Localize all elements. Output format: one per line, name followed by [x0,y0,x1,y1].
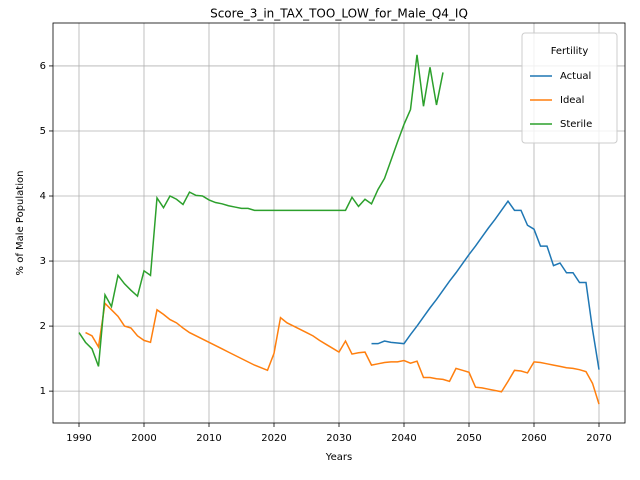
x-tick-label: 1990 [66,433,91,444]
x-tick-label: 2030 [326,433,351,444]
y-tick-label: 3 [40,256,46,267]
x-tick-label: 2010 [196,433,221,444]
legend: Fertility Actual Ideal Sterile [521,32,618,144]
chart-title: Score_3_in_TAX_TOO_LOW_for_Male_Q4_IQ [210,7,468,21]
line-series [85,301,600,405]
x-tick-label: 2000 [131,433,156,444]
y-tick-label: 5 [40,126,46,137]
y-tick-label: 2 [40,321,46,332]
y-tick-label: 6 [40,61,46,72]
x-tick-label: 2050 [456,433,481,444]
y-tick-label: 4 [40,191,46,202]
line-series [371,199,600,370]
legend-title: Fertility [551,46,589,57]
legend-label: Sterile [560,119,592,130]
legend-label: Actual [560,71,591,82]
legend-box [521,32,618,144]
x-axis-label: Years [325,452,352,463]
x-tick-label: 2040 [391,433,416,444]
x-tick-label: 2020 [261,433,286,444]
line-series [78,54,444,367]
x-tick-label: 2060 [521,433,546,444]
legend-label: Ideal [560,95,584,106]
x-tick-label: 2070 [586,433,611,444]
y-axis-label: % of Male Population [15,171,26,276]
plot-area [78,54,600,405]
y-tick-label: 1 [40,386,46,397]
